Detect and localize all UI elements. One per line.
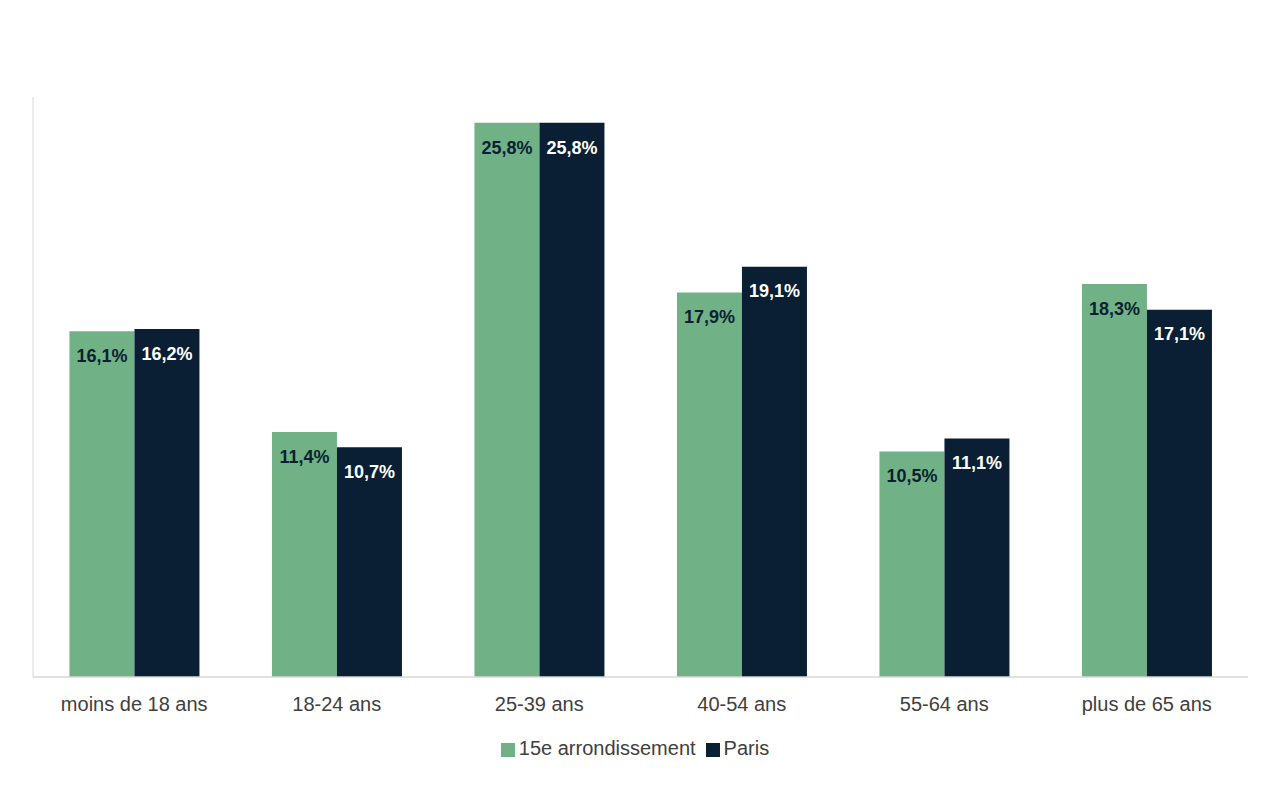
svg-text:25-39 ans: 25-39 ans [495, 693, 584, 715]
svg-text:17,9%: 17,9% [684, 307, 735, 327]
svg-text:25,8%: 25,8% [481, 138, 532, 158]
html-text:Paris: Paris [723, 737, 770, 759]
svg-text:55-64 ans: 55-64 ans [900, 693, 989, 715]
svg-text:10,5%: 10,5% [886, 466, 937, 486]
svg-text:plus de 65 ans: plus de 65 ans [1082, 693, 1212, 715]
svg-text:16,2%: 16,2% [141, 344, 192, 364]
svg-text:11,1%: 11,1% [952, 453, 1002, 473]
html-text:15e arrondissement: 15e arrondissement [518, 737, 696, 759]
svg-text:11,4%: 11,4% [279, 447, 329, 467]
svg-text:18-24 ans: 18-24 ans [292, 693, 381, 715]
svg-text:16,1%: 16,1% [76, 346, 127, 366]
svg-text:17,1%: 17,1% [1154, 324, 1205, 344]
svg-text:10,7%: 10,7% [344, 462, 395, 482]
svg-text:18,3%: 18,3% [1089, 299, 1140, 319]
svg-text:25,8%: 25,8% [546, 138, 597, 158]
svg-text:moins de 18 ans: moins de 18 ans [61, 693, 208, 715]
svg-text:40-54 ans: 40-54 ans [697, 693, 786, 715]
svg-text:19,1%: 19,1% [749, 281, 800, 301]
